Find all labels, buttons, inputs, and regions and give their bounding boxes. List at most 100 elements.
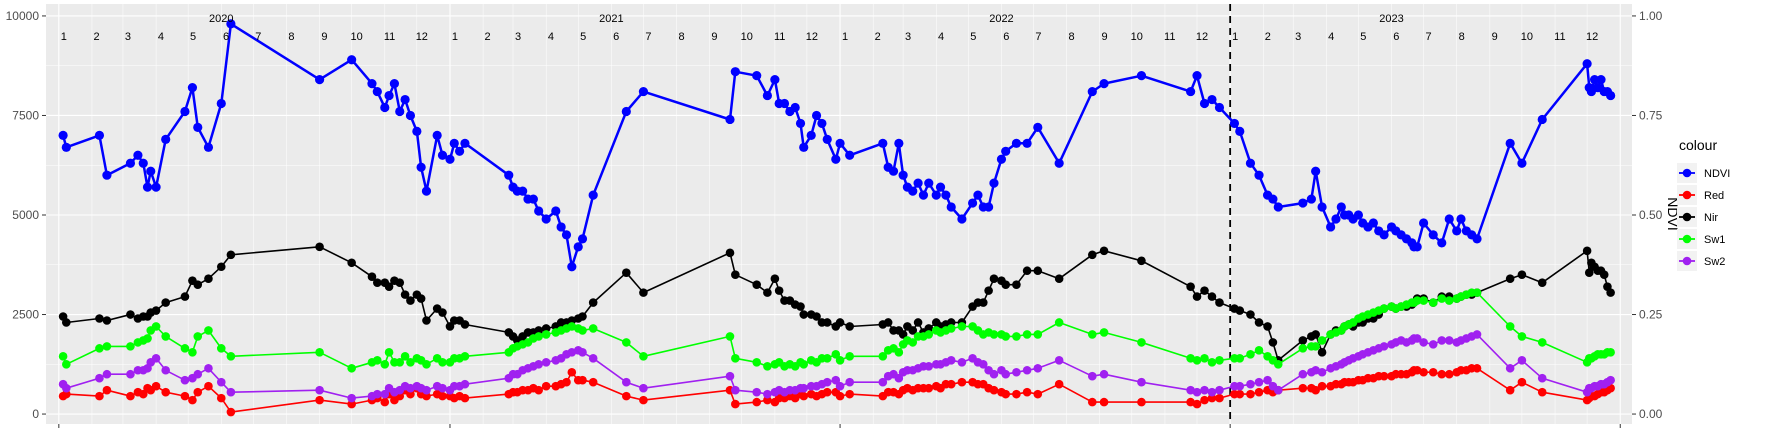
data-point-red [1215, 393, 1224, 403]
data-point-ndvi [180, 106, 190, 117]
data-point-nir [422, 316, 431, 325]
data-point-ndvi [1186, 86, 1196, 97]
data-point-red [622, 391, 631, 401]
data-point-red [1099, 397, 1109, 407]
data-point-sw2 [180, 375, 190, 385]
data-point-nir [1584, 268, 1594, 278]
month-label: 2 [485, 31, 491, 43]
data-point-red [989, 385, 999, 395]
data-point-ndvi [1444, 214, 1454, 224]
data-point-nir [400, 290, 410, 299]
data-point-nir [1268, 338, 1278, 347]
data-point-red [1298, 383, 1308, 393]
data-point-sw1 [1517, 332, 1527, 341]
data-point-ndvi [1505, 138, 1515, 148]
data-point-sw1 [395, 357, 405, 367]
data-point-sw1 [1472, 288, 1482, 297]
data-point-sw1 [1137, 338, 1146, 347]
data-point-ndvi [908, 186, 918, 196]
left-axis-tick-label: 2500 [12, 308, 39, 322]
data-point-ndvi [1192, 71, 1202, 81]
legend-key-point [1682, 212, 1692, 222]
data-point-ndvi [779, 98, 790, 109]
data-point-sw1 [1001, 332, 1011, 341]
data-point-red [1317, 381, 1327, 391]
month-label: 9 [711, 31, 717, 43]
data-point-red [315, 395, 324, 405]
data-point-red [1419, 367, 1428, 377]
data-point-sw1 [725, 332, 735, 341]
data-point-nir [774, 286, 784, 295]
data-point-nir [752, 280, 762, 289]
data-point-sw2 [1273, 385, 1283, 395]
data-point-ndvi [1245, 158, 1256, 168]
data-point-red [180, 391, 190, 401]
data-point-red [1001, 389, 1011, 399]
data-point-ndvi [561, 230, 572, 240]
year-label: 2023 [1379, 13, 1403, 25]
data-point-sw1 [845, 352, 854, 361]
month-label: 1 [452, 31, 458, 43]
month-label: 5 [190, 31, 196, 43]
data-point-ndvi [1418, 218, 1429, 228]
data-point-red [562, 377, 571, 387]
data-point-red [204, 381, 213, 391]
data-point-sw1 [957, 322, 967, 331]
data-point-ndvi [1273, 202, 1283, 212]
data-point-sw1 [1012, 332, 1021, 341]
data-point-nir [1606, 288, 1615, 297]
data-point-sw1 [908, 338, 918, 347]
data-point-sw1 [1254, 346, 1264, 355]
month-label: 3 [515, 31, 521, 43]
data-point-nir [984, 286, 993, 295]
data-point-red [1437, 369, 1447, 379]
data-point-ndvi [1456, 214, 1466, 224]
month-label: 4 [158, 31, 164, 43]
data-point-nir [989, 274, 999, 283]
data-point-ndvi [460, 138, 470, 148]
data-point-sw1 [1033, 330, 1043, 339]
data-point-nir [1186, 282, 1195, 291]
month-label: 12 [806, 31, 818, 43]
data-point-sw1 [95, 344, 104, 353]
data-point-sw1 [347, 363, 356, 373]
data-point-sw1 [193, 332, 203, 341]
data-point-ndvi [347, 55, 357, 65]
data-point-sw1 [180, 344, 190, 353]
data-point-ndvi [1214, 102, 1225, 113]
data-point-red [1054, 379, 1064, 389]
data-point-sw2 [1192, 387, 1202, 397]
data-point-sw1 [438, 357, 447, 367]
data-point-red [1200, 395, 1209, 405]
data-point-red [438, 391, 447, 401]
data-point-nir [1599, 270, 1609, 280]
data-point-sw1 [752, 357, 762, 367]
data-point-red [406, 389, 415, 399]
right-axis-tick-label: 0.50 [1639, 208, 1663, 222]
data-point-ndvi [534, 206, 544, 216]
data-point-nir [1137, 256, 1146, 266]
data-point-nir [913, 318, 923, 327]
data-point-ndvi [1022, 138, 1032, 148]
month-label: 9 [1102, 31, 1108, 43]
data-point-red [588, 377, 598, 387]
data-point-red [845, 389, 854, 399]
data-point-red [380, 397, 390, 407]
month-label: 11 [1554, 31, 1565, 43]
data-point-ndvi [806, 130, 816, 140]
data-point-sw1 [1537, 338, 1547, 347]
data-point-sw1 [924, 330, 934, 339]
legend-label-sw2: Sw2 [1704, 256, 1725, 268]
data-point-sw2 [1207, 387, 1217, 397]
data-point-red [1087, 397, 1097, 407]
data-point-ndvi [528, 194, 538, 204]
data-point-ndvi [372, 86, 382, 97]
data-point-sw2 [835, 381, 845, 391]
data-point-red [422, 391, 431, 401]
data-point-sw1 [151, 322, 161, 331]
data-point-ndvi [621, 106, 631, 117]
data-point-ndvi [1298, 198, 1308, 208]
data-point-ndvi [725, 114, 735, 125]
data-point-ndvi [989, 178, 999, 188]
